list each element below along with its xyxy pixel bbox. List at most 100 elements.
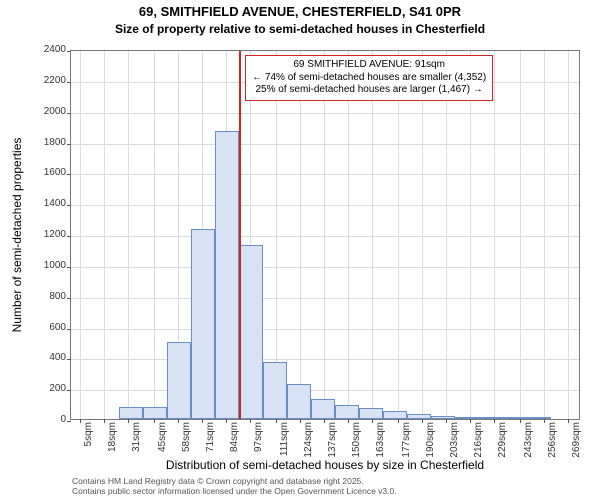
x-tick-label: 124sqm xyxy=(303,422,314,458)
reference-info-line: 69 SMITHFIELD AVENUE: 91sqm xyxy=(252,59,486,72)
grid-line-v xyxy=(324,51,325,419)
y-tick-mark xyxy=(67,51,71,52)
x-tick-mark xyxy=(276,419,277,423)
y-tick-label: 2400 xyxy=(26,44,66,55)
grid-line-v xyxy=(544,51,545,419)
grid-line-v xyxy=(470,51,471,419)
grid-line-v xyxy=(104,51,105,419)
histogram-bar xyxy=(167,342,191,419)
histogram-bar xyxy=(191,229,215,419)
x-tick-label: 111sqm xyxy=(279,422,290,456)
chart-title-main: 69, SMITHFIELD AVENUE, CHESTERFIELD, S41… xyxy=(0,4,600,19)
y-tick-label: 2200 xyxy=(26,75,66,86)
grid-line-v xyxy=(568,51,569,419)
x-tick-mark xyxy=(372,419,373,423)
y-tick-mark xyxy=(67,359,71,360)
histogram-bar xyxy=(359,408,383,419)
x-tick-mark xyxy=(422,419,423,423)
y-tick-label: 1200 xyxy=(26,229,66,240)
x-tick-label: 71sqm xyxy=(205,422,216,452)
y-tick-mark xyxy=(67,82,71,83)
x-tick-label: 45sqm xyxy=(157,422,168,452)
x-tick-mark xyxy=(226,419,227,423)
histogram-bar xyxy=(383,411,407,419)
y-axis-label: Number of semi-detached properties xyxy=(10,138,24,333)
x-tick-mark xyxy=(202,419,203,423)
y-tick-label: 1800 xyxy=(26,137,66,148)
x-tick-label: 190sqm xyxy=(425,422,436,458)
y-tick-mark xyxy=(67,205,71,206)
reference-info-line: 25% of semi-detached houses are larger (… xyxy=(252,84,486,97)
y-tick-mark xyxy=(67,236,71,237)
grid-line-v xyxy=(494,51,495,419)
chart-container: 69, SMITHFIELD AVENUE, CHESTERFIELD, S41… xyxy=(0,0,600,500)
y-tick-mark xyxy=(67,144,71,145)
histogram-bar xyxy=(335,405,359,419)
y-tick-label: 1000 xyxy=(26,260,66,271)
grid-line-v xyxy=(154,51,155,419)
x-tick-label: 229sqm xyxy=(497,422,508,458)
x-tick-label: 137sqm xyxy=(327,422,338,458)
x-tick-mark xyxy=(494,419,495,423)
histogram-bar xyxy=(527,417,551,419)
x-tick-label: 58sqm xyxy=(181,422,192,452)
x-tick-mark xyxy=(520,419,521,423)
y-tick-mark xyxy=(67,174,71,175)
x-tick-label: 150sqm xyxy=(351,422,362,458)
histogram-bar xyxy=(311,399,335,419)
x-tick-mark xyxy=(348,419,349,423)
histogram-bar xyxy=(407,414,431,419)
grid-line-v xyxy=(300,51,301,419)
grid-line-v xyxy=(422,51,423,419)
grid-line-v xyxy=(398,51,399,419)
y-tick-mark xyxy=(67,267,71,268)
x-tick-label: 269sqm xyxy=(571,422,582,458)
x-tick-mark xyxy=(300,419,301,423)
histogram-bar xyxy=(239,245,263,419)
x-tick-label: 177sqm xyxy=(401,422,412,458)
histogram-bar xyxy=(431,416,455,419)
y-tick-label: 600 xyxy=(26,322,66,333)
histogram-bar xyxy=(143,407,167,419)
grid-line-v xyxy=(520,51,521,419)
x-tick-mark xyxy=(324,419,325,423)
x-tick-label: 216sqm xyxy=(473,422,484,458)
y-tick-mark xyxy=(67,113,71,114)
plot-area: 69 SMITHFIELD AVENUE: 91sqm← 74% of semi… xyxy=(70,50,580,420)
x-axis-label: Distribution of semi-detached houses by … xyxy=(70,458,580,472)
x-tick-mark xyxy=(154,419,155,423)
x-tick-label: 18sqm xyxy=(107,422,118,452)
y-tick-label: 1600 xyxy=(26,167,66,178)
y-tick-label: 200 xyxy=(26,383,66,394)
x-tick-label: 243sqm xyxy=(523,422,534,458)
grid-line-v xyxy=(446,51,447,419)
x-tick-mark xyxy=(128,419,129,423)
histogram-bar xyxy=(455,417,479,419)
x-tick-mark xyxy=(568,419,569,423)
grid-line-v xyxy=(372,51,373,419)
x-tick-label: 31sqm xyxy=(131,422,142,452)
x-tick-mark xyxy=(80,419,81,423)
grid-line-v xyxy=(348,51,349,419)
x-tick-mark xyxy=(178,419,179,423)
attribution-line-1: Contains HM Land Registry data © Crown c… xyxy=(72,476,397,486)
x-tick-label: 97sqm xyxy=(253,422,264,452)
histogram-bar xyxy=(479,417,503,419)
histogram-bar xyxy=(119,407,143,419)
x-tick-mark xyxy=(104,419,105,423)
attribution-line-2: Contains public sector information licen… xyxy=(72,486,397,496)
x-tick-mark xyxy=(544,419,545,423)
y-tick-label: 2000 xyxy=(26,106,66,117)
x-tick-label: 203sqm xyxy=(449,422,460,458)
x-tick-label: 256sqm xyxy=(547,422,558,458)
y-tick-mark xyxy=(67,421,71,422)
attribution-text: Contains HM Land Registry data © Crown c… xyxy=(72,476,397,496)
histogram-bar xyxy=(215,131,239,419)
x-tick-mark xyxy=(250,419,251,423)
chart-title-sub: Size of property relative to semi-detach… xyxy=(0,22,600,36)
x-tick-mark xyxy=(398,419,399,423)
y-tick-mark xyxy=(67,390,71,391)
y-tick-mark xyxy=(67,329,71,330)
x-tick-mark xyxy=(470,419,471,423)
histogram-bar xyxy=(287,384,311,419)
